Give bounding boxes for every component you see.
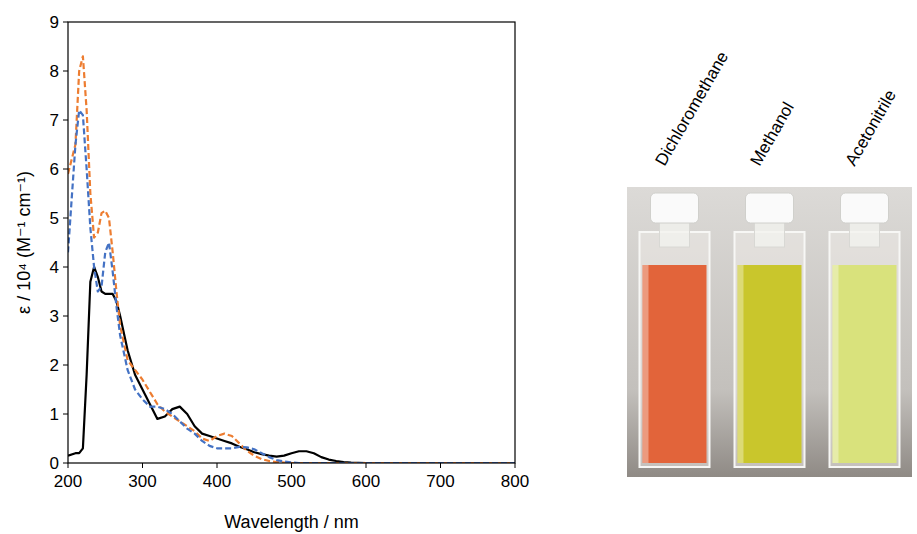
x-tick-label: 600 [352, 472, 380, 491]
x-tick-label: 400 [203, 472, 231, 491]
x-tick-label: 500 [277, 472, 305, 491]
solvent-label: Dichloromethane [652, 48, 733, 169]
cuvette-liquid [833, 265, 897, 463]
cuvette [640, 193, 710, 467]
series-group [68, 56, 515, 463]
y-tick-label: 2 [50, 356, 59, 375]
cuvette-cap [651, 193, 699, 223]
solvent-label: Acetonitrile [842, 87, 901, 169]
y-tick-label: 5 [50, 209, 59, 228]
x-tick-label: 800 [501, 472, 529, 491]
x-tick-label: 300 [128, 472, 156, 491]
cuvette-cap [746, 193, 794, 223]
series-line [68, 267, 515, 463]
axes: 0 1 2 3 4 5 6 7 8 9 200 300 400 500 600 700 800 [50, 13, 530, 491]
y-tick [63, 169, 68, 170]
y-tick [63, 71, 68, 72]
x-tick [440, 463, 441, 468]
x-tick [366, 463, 367, 468]
cuvette-cap [841, 193, 889, 223]
y-tick-label: 1 [50, 405, 59, 424]
cuvette-liquid [643, 265, 707, 463]
y-tick-label: 3 [50, 307, 59, 326]
x-tick [142, 463, 143, 468]
y-tick-label: 9 [50, 13, 59, 32]
y-tick-label: 8 [50, 62, 59, 81]
glass-highlight [643, 265, 649, 463]
series-line [68, 56, 515, 463]
y-tick [63, 414, 68, 415]
cuvette-liquid [738, 265, 802, 463]
y-axis-title: ε / 10⁴ (M⁻¹ cm⁻¹) [14, 171, 34, 314]
solvent-color [833, 265, 897, 463]
x-tick [291, 463, 292, 468]
x-tick [68, 463, 69, 468]
glass-highlight [833, 265, 839, 463]
cuvette-glass [735, 232, 805, 467]
x-tick [515, 463, 516, 468]
solvent-color [643, 265, 707, 463]
y-tick [63, 463, 68, 464]
y-tick-label: 6 [50, 160, 59, 179]
y-tick [63, 120, 68, 121]
cuvette [735, 193, 805, 467]
y-tick-label: 4 [50, 258, 59, 277]
y-tick [63, 267, 68, 268]
y-tick [63, 22, 68, 23]
x-tick-label: 700 [426, 472, 454, 491]
photo [627, 187, 912, 477]
y-tick-label: 7 [50, 111, 59, 130]
x-tick [217, 463, 218, 468]
plot-frame [68, 22, 515, 463]
solvent-label: Methanol [747, 99, 798, 169]
x-tick-label: 200 [54, 472, 82, 491]
y-tick [63, 218, 68, 219]
y-tick [63, 316, 68, 317]
cuvette [830, 193, 900, 467]
solvent-color [738, 265, 802, 463]
cuvette-glass [640, 232, 710, 467]
cuvette-glass [830, 232, 900, 467]
figure: 0 1 2 3 4 5 6 7 8 9 200 300 400 500 600 700 800 Wavelengt… [0, 0, 917, 534]
x-axis-title: Wavelength / nm [224, 512, 358, 532]
photo-background [627, 187, 912, 477]
series-line [68, 110, 515, 463]
y-tick-label: 0 [50, 454, 59, 473]
glass-highlight [738, 265, 744, 463]
y-tick [63, 365, 68, 366]
